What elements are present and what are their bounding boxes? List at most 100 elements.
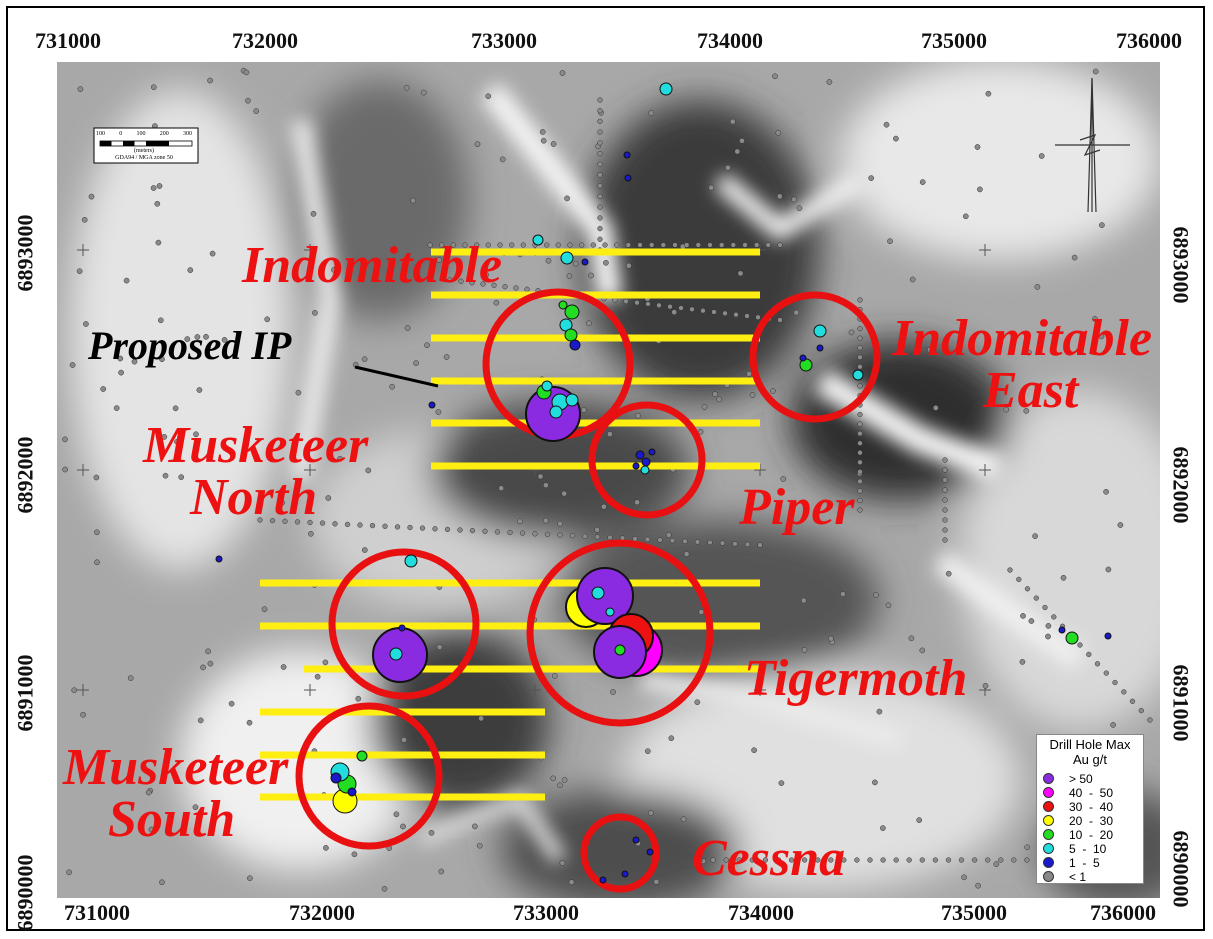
drill-collar xyxy=(1103,670,1109,676)
drill-collar xyxy=(474,242,480,248)
drill-collar xyxy=(539,129,546,135)
prospect-label-cessna: Cessna xyxy=(692,830,846,887)
drill-collar xyxy=(597,204,603,210)
drill-anomaly xyxy=(389,647,403,661)
drill-anomaly xyxy=(813,324,827,338)
drill-collar xyxy=(857,335,863,341)
drill-collar xyxy=(653,878,660,885)
drill-anomaly xyxy=(1065,631,1079,645)
easting-label-bottom: 736000 xyxy=(1090,900,1156,925)
scale-tick: 300 xyxy=(183,131,192,137)
proposed-ip-label: Proposed IP xyxy=(88,323,292,368)
grid-cross xyxy=(304,464,316,476)
drill-collar xyxy=(1032,533,1038,539)
drill-collar xyxy=(695,242,701,248)
drill-collar xyxy=(1103,488,1109,495)
prospect-circle-indomitable-east xyxy=(749,291,881,423)
grid-cross xyxy=(77,464,89,476)
drill-collar xyxy=(261,606,268,613)
drill-collar xyxy=(436,257,443,263)
drill-collar xyxy=(857,383,863,389)
drill-collar xyxy=(644,536,651,543)
drill-collar xyxy=(62,466,68,473)
drill-collar xyxy=(826,79,833,85)
drill-collar xyxy=(1033,595,1039,601)
drill-collar xyxy=(1099,222,1105,228)
drill-collar xyxy=(998,857,1004,863)
drill-collar xyxy=(857,297,863,303)
drill-collar xyxy=(361,356,368,363)
easting-label-bottom: 734000 xyxy=(728,900,794,925)
drill-collar xyxy=(942,507,948,513)
drill-collar xyxy=(857,364,863,370)
drill-collar xyxy=(93,474,100,481)
drill-collar xyxy=(162,472,169,479)
drill-collar xyxy=(919,179,926,185)
drill-anomaly xyxy=(640,465,650,475)
drill-anomaly xyxy=(635,450,645,460)
legend-label: 30 - 40 xyxy=(1069,800,1114,814)
drill-collar xyxy=(857,430,863,437)
drill-collar xyxy=(420,89,427,96)
drill-collar xyxy=(908,635,915,642)
drill-collar xyxy=(993,861,1000,867)
drill-collar xyxy=(550,141,557,147)
drill-collar xyxy=(331,267,337,273)
drill-collar xyxy=(369,522,376,529)
drill-collar xyxy=(424,342,430,349)
drill-collar xyxy=(942,537,948,543)
drill-collar xyxy=(700,308,706,314)
drill-collar xyxy=(919,647,926,654)
drill-anomaly xyxy=(581,258,589,266)
legend-row: < 1 xyxy=(1043,870,1143,884)
drill-collar xyxy=(314,673,321,680)
drill-collar xyxy=(610,689,616,695)
drill-collar xyxy=(729,118,736,125)
drill-collar xyxy=(701,404,708,410)
drill-collar xyxy=(710,857,716,863)
scale-tick: 0 xyxy=(119,131,123,137)
drill-collar xyxy=(394,524,401,530)
drill-collar xyxy=(197,717,204,724)
drill-collar xyxy=(893,857,899,863)
drill-anomaly xyxy=(330,772,342,784)
drill-collar xyxy=(493,299,500,306)
north-arrow-icon xyxy=(1055,77,1130,213)
drill-collar xyxy=(1025,349,1032,356)
drill-collar xyxy=(1023,408,1030,414)
drill-collar xyxy=(672,242,678,248)
legend-row: 20 - 30 xyxy=(1043,814,1143,828)
drill-collar xyxy=(308,530,314,537)
drill-collar xyxy=(483,271,489,278)
easting-label-bottom: 733000 xyxy=(513,900,579,925)
drill-collar xyxy=(788,857,795,863)
drill-collar xyxy=(279,499,285,506)
drill-collar xyxy=(857,450,863,456)
drill-collar xyxy=(77,86,84,92)
drill-collar xyxy=(815,857,821,863)
drill-collar xyxy=(942,487,948,493)
drill-collar xyxy=(319,520,326,526)
drill-collar xyxy=(1034,284,1041,290)
grid-cross xyxy=(304,244,316,256)
drill-collar xyxy=(614,242,620,248)
drill-collar xyxy=(854,857,860,863)
drill-collar xyxy=(694,539,701,545)
drill-collar xyxy=(769,388,776,394)
drill-collar xyxy=(462,242,468,248)
drill-anomaly xyxy=(215,555,223,563)
drill-collar xyxy=(873,592,879,598)
legend-swatch xyxy=(1043,787,1054,798)
drill-collar xyxy=(722,310,728,316)
drill-collar xyxy=(597,129,603,135)
drill-collar xyxy=(400,823,406,830)
drill-collar xyxy=(569,532,576,539)
drill-collar xyxy=(71,687,78,694)
drill-anomaly xyxy=(564,328,578,342)
drill-collar xyxy=(872,779,878,786)
drill-collar xyxy=(739,137,745,144)
drill-anomaly xyxy=(565,393,579,407)
drill-collar xyxy=(532,531,538,537)
scale-tick: 200 xyxy=(159,131,169,137)
drill-collar xyxy=(194,334,201,340)
